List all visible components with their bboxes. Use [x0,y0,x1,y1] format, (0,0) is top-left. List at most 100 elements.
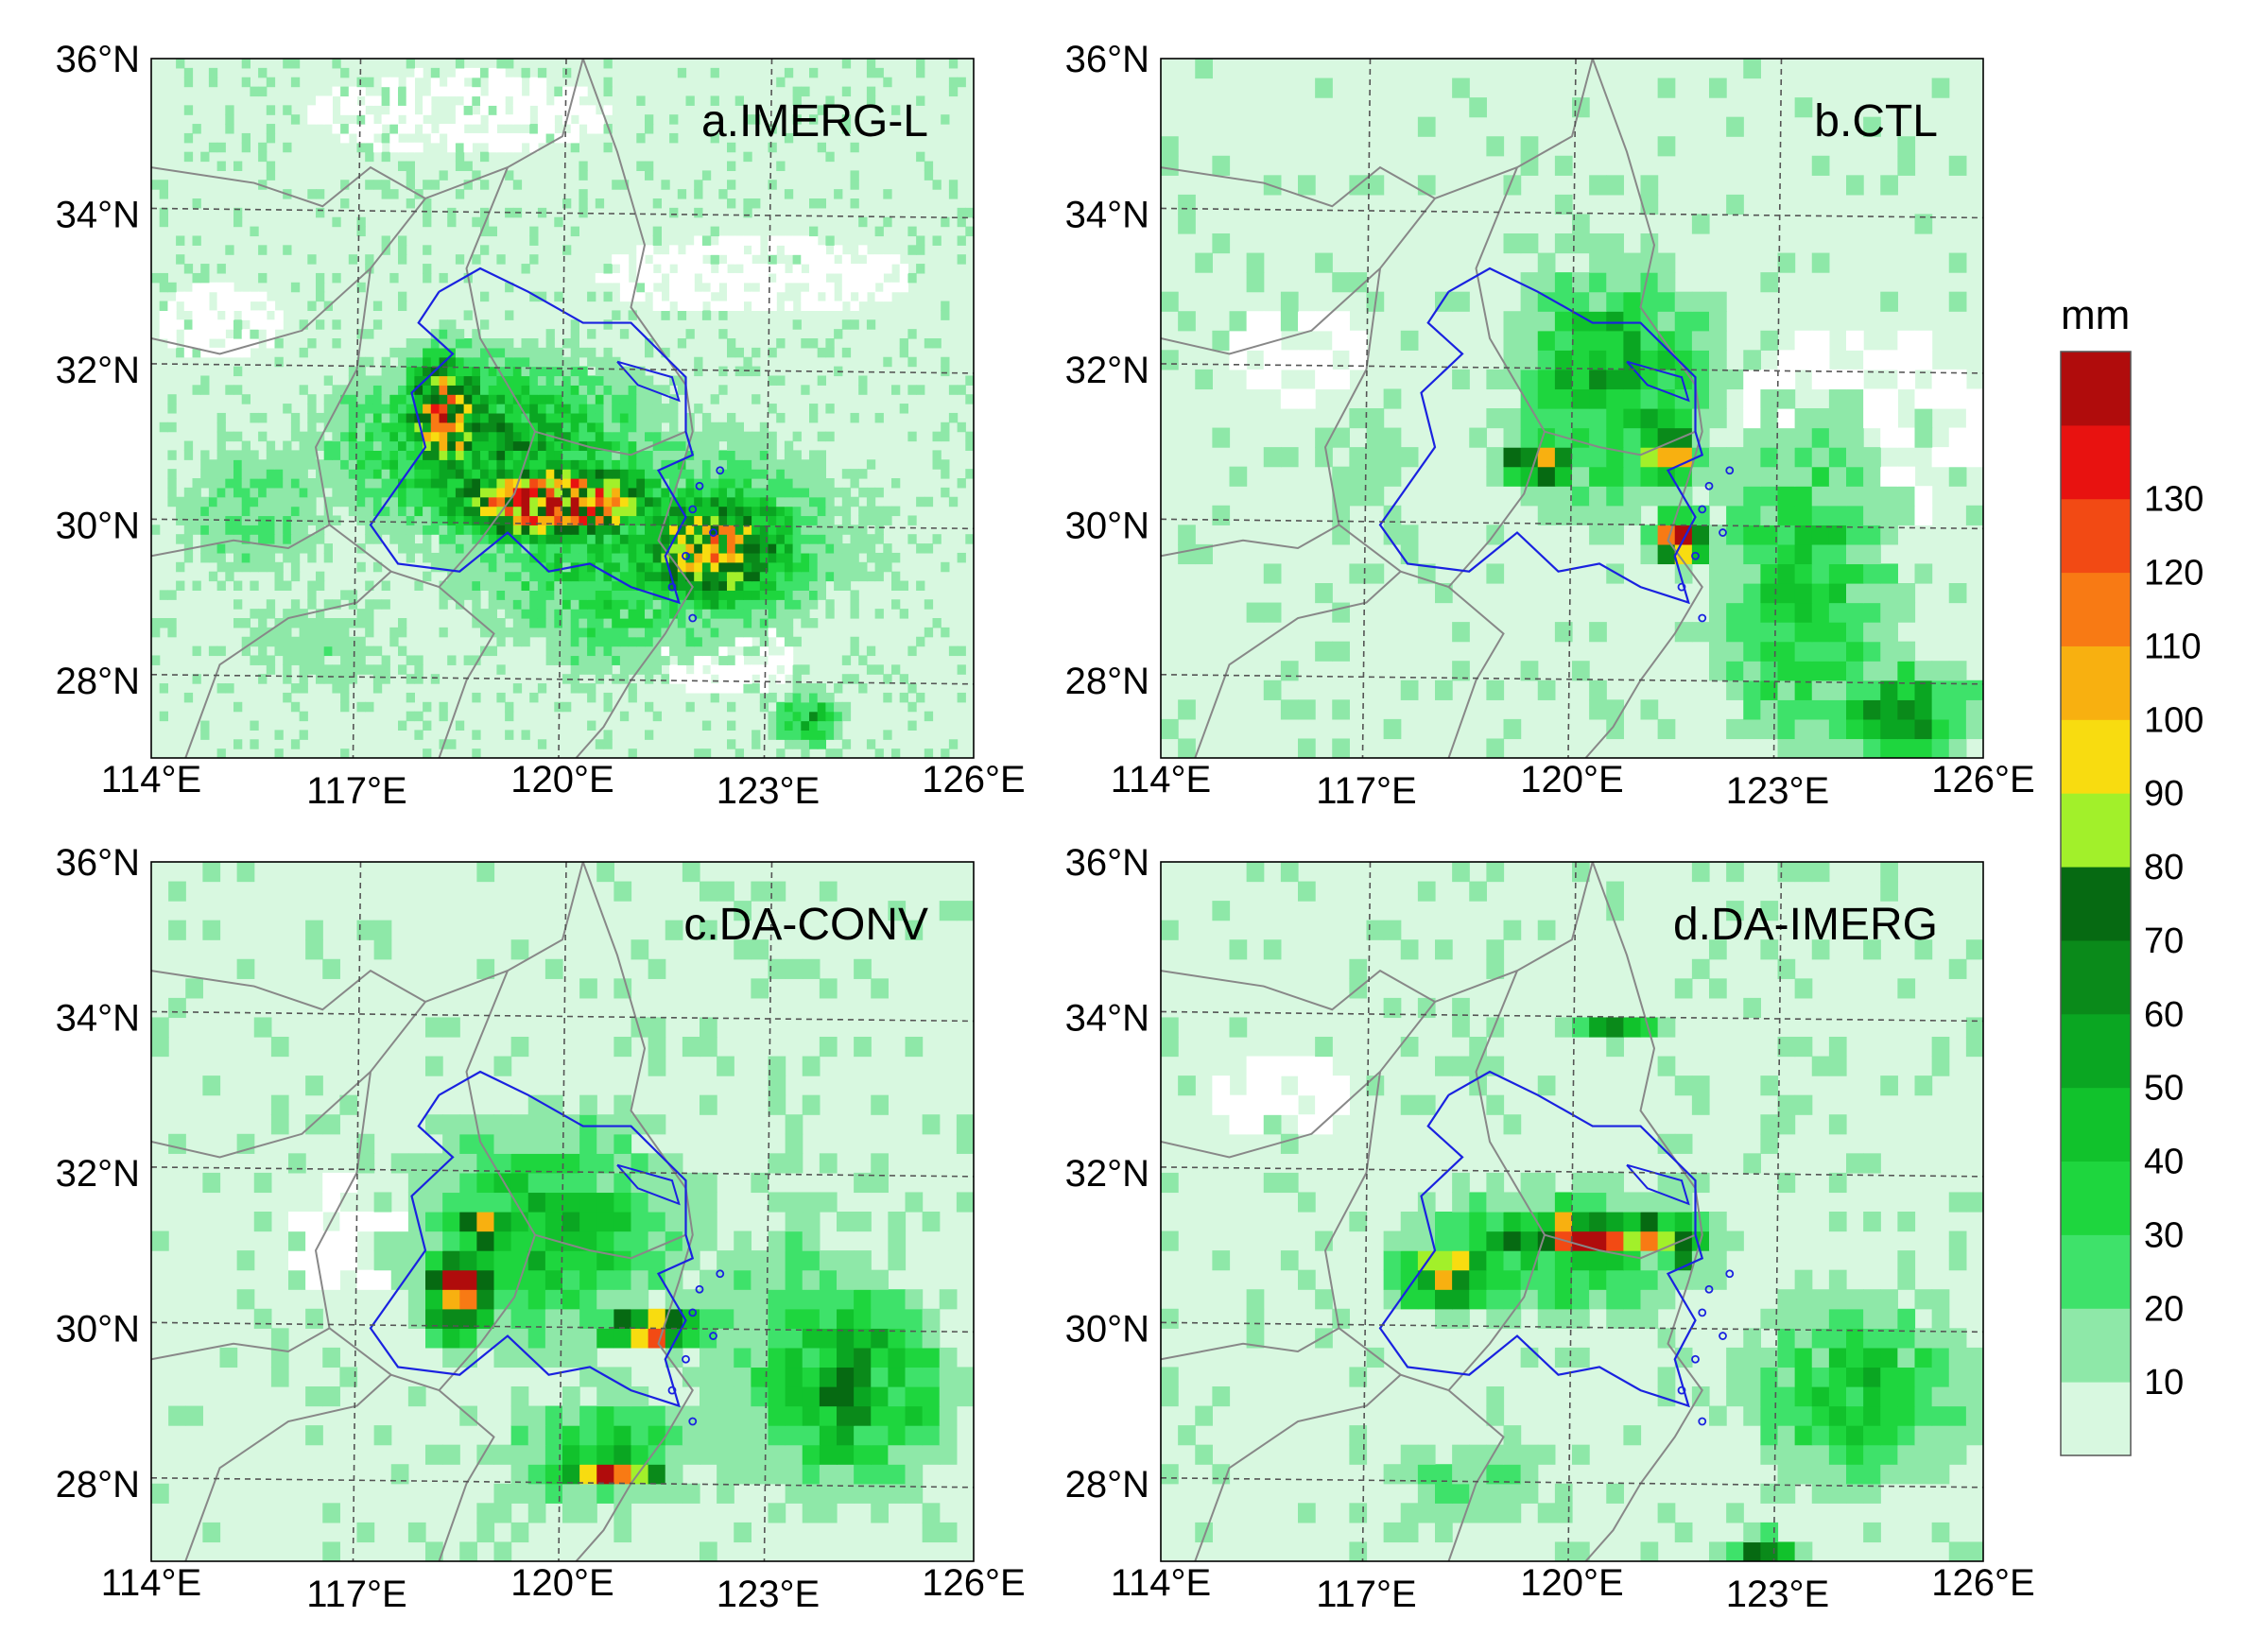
colorbar-bin [2061,939,2131,1015]
lon-tick-label: 123°E [717,1574,820,1615]
lat-tick-label: 36°N [56,39,140,80]
lat-tick-label: 36°N [56,842,140,884]
colorbar-tick-label: 80 [2144,848,2184,887]
lat-labels-d: 36°N 34°N 32°N 30°N 28°N [1065,842,1149,1506]
basin-outline-c [369,1070,725,1426]
lat-tick-label: 36°N [1065,842,1149,884]
colorbar-tick-label: 90 [2144,774,2184,814]
lon-tick-label: 123°E [717,770,820,812]
lat-tick-label: 30°N [1065,1308,1149,1350]
lon-tick-label: 120°E [1520,1562,1623,1604]
basin-outline-a [369,267,725,623]
lat-tick-label: 32°N [56,1153,140,1195]
gridlines-d [1161,862,1983,1561]
colorbar-tick-labels: 10 20 30 40 50 60 70 80 90 100 110 120 130 [2144,480,2203,1402]
lon-tick-label: 117°E [306,770,406,812]
lon-tick-label: 120°E [1520,759,1623,800]
lon-tick-label: 114°E [101,1562,201,1604]
precip-field-c [151,862,974,1561]
lat-tick-label: 28°N [1065,1464,1149,1506]
colorbar-bin [2061,1087,2131,1162]
lon-labels-b: 114°E 117°E 120°E 123°E 126°E [1111,759,2035,812]
lat-labels-c: 36°N 34°N 32°N 30°N 28°N [56,842,140,1506]
panel-label-b: b.CTL [1814,96,1938,146]
colorbar-tick-label: 100 [2144,700,2203,740]
colorbar-bin [2061,1234,2131,1309]
lon-tick-label: 126°E [922,759,1025,800]
lat-tick-label: 32°N [56,350,140,391]
lat-tick-label: 36°N [1065,39,1149,80]
colorbar-bins [2060,351,2132,1456]
colorbar-tick-label: 130 [2144,480,2203,520]
lon-tick-label: 126°E [922,1562,1025,1604]
panel-frame-b [1160,58,1984,759]
lon-labels-a: 114°E 117°E 120°E 123°E 126°E [101,759,1026,812]
precip-field-b [1161,59,1983,758]
colorbar-bin [2061,1013,2131,1089]
colorbar-tick-label: 30 [2144,1215,2184,1255]
province-borders-d [1161,862,1703,1561]
lat-tick-label: 34°N [56,194,140,235]
colorbar-bin [2061,352,2131,426]
colorbar-tick-label: 40 [2144,1143,2184,1182]
lat-tick-label: 28°N [1065,661,1149,702]
lat-tick-label: 28°N [56,1464,140,1506]
lon-tick-label: 126°E [1931,1562,2034,1604]
panel-frame-a [150,58,975,759]
precip-field-d [1161,862,1983,1561]
lat-tick-label: 30°N [56,1308,140,1350]
province-borders-b [1161,59,1703,758]
lat-tick-label: 34°N [1065,997,1149,1039]
panel-frame-c [150,861,975,1562]
lon-tick-label: 120°E [510,759,613,800]
lon-tick-label: 126°E [1931,759,2034,800]
lat-labels-a: 36°N 34°N 32°N 30°N 28°N [56,39,140,702]
panel-label-c: c.DA-CONV [683,900,928,950]
colorbar-bin [2061,793,2131,868]
panel-a: a.IMERG-L 36°N 34°N 32°N 30°N 28°N 114°E 117°… [56,39,1026,812]
lat-tick-label: 28°N [56,661,140,702]
panel-frame-d [1160,861,1984,1562]
lat-tick-label: 32°N [1065,350,1149,391]
colorbar-bin [2061,498,2131,574]
basin-outline-d [1378,1070,1735,1426]
colorbar: mm 10 20 30 40 50 60 70 80 90 100 110 120 130 [2060,292,2203,1456]
gridlines-b [1161,59,1983,758]
colorbar-tick-label: 50 [2144,1069,2184,1109]
lon-tick-label: 120°E [510,1562,613,1604]
lon-tick-label: 123°E [1726,1574,1829,1615]
colorbar-bin [2061,424,2131,500]
panel-c: c.DA-CONV 36°N 34°N 32°N 30°N 28°N 114°E 117°… [56,842,1026,1615]
panel-label-a: a.IMERG-L [701,96,928,146]
lon-labels-d: 114°E 117°E 120°E 123°E 126°E [1111,1562,2035,1615]
gridlines-c [151,862,974,1561]
lat-tick-label: 34°N [56,997,140,1039]
panel-label-d: d.DA-IMERG [1673,900,1938,950]
panel-b: b.CTL 36°N 34°N 32°N 30°N 28°N 114°E 117°E 120… [1065,39,2035,812]
basin-outline-b [1378,267,1735,623]
colorbar-unit: mm [2061,292,2130,338]
lat-labels-b: 36°N 34°N 32°N 30°N 28°N [1065,39,1149,702]
lat-tick-label: 32°N [1065,1153,1149,1195]
lon-labels-c: 114°E 117°E 120°E 123°E 126°E [101,1562,1026,1615]
lon-tick-label: 114°E [1111,759,1211,800]
panel-d: d.DA-IMERG 36°N 34°N 32°N 30°N 28°N 114°E 117… [1065,842,2035,1615]
colorbar-bin [2061,1308,2131,1383]
colorbar-bin [2061,572,2131,646]
lon-tick-label: 123°E [1726,770,1829,812]
colorbar-tick-label: 10 [2144,1363,2184,1402]
colorbar-bin [2061,1382,2131,1456]
colorbar-tick-label: 110 [2144,627,2202,666]
gridlines-a [151,59,974,758]
lon-tick-label: 117°E [306,1574,406,1615]
colorbar-bin [2061,1161,2131,1235]
lon-tick-label: 117°E [1316,1574,1416,1615]
colorbar-bin [2061,867,2131,941]
lon-tick-label: 117°E [1316,770,1416,812]
colorbar-tick-label: 120 [2144,554,2203,594]
lon-tick-label: 114°E [101,759,201,800]
province-borders-c [151,862,694,1561]
lat-tick-label: 34°N [1065,194,1149,235]
colorbar-bin [2061,645,2131,720]
